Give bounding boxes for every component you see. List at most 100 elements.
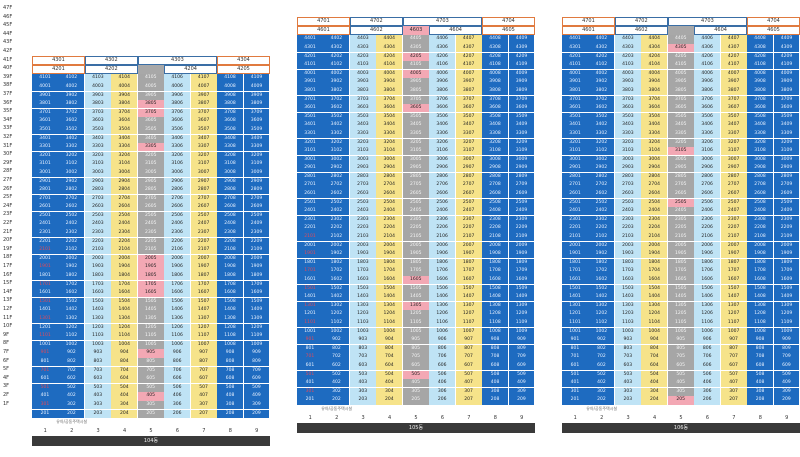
unit-cell[interactable]: 206 [694,396,721,405]
unit-cell[interactable]: 2404 [376,207,403,216]
unit-cell[interactable]: 3104 [641,147,668,156]
unit-cell[interactable]: 4103 [349,61,376,70]
unit-cell[interactable]: 2204 [641,224,668,233]
unit-cell[interactable]: 3603 [84,117,111,126]
unit-cell[interactable]: 3308 [482,129,508,139]
unit-cell[interactable]: 2902 [58,177,85,186]
unit-cell[interactable]: 4001 [32,82,58,92]
unit-cell[interactable]: 2008 [747,241,773,250]
unit-cell[interactable]: 3004 [641,155,668,164]
unit-cell[interactable]: 1904 [641,250,668,259]
unit-cell[interactable]: 1507 [190,297,217,306]
unit-cell[interactable]: 1809 [243,272,270,281]
unit-cell[interactable]: 601 [562,361,588,371]
unit-cell[interactable]: 1101 [32,332,58,341]
unit-cell[interactable]: 3808 [217,100,243,109]
unit-cell[interactable]: 2101 [562,233,588,242]
unit-cell[interactable]: 706 [429,353,456,362]
unit-cell[interactable]: 2707 [455,181,482,190]
unit-cell[interactable]: 3202 [323,138,350,147]
unit-cell[interactable]: 3907 [190,91,217,100]
unit-cell[interactable]: 3504 [641,112,668,121]
unit-cell[interactable]: 3001 [32,168,58,178]
unit-cell[interactable]: 4105 [137,74,164,83]
unit-cell[interactable]: 4107 [720,61,747,70]
unit-cell[interactable]: 2208 [747,224,773,233]
unit-cell[interactable]: 1309 [243,315,270,324]
unit-cell[interactable]: 2705 [667,181,694,190]
unit-cell[interactable]: 2909 [508,164,535,173]
unit-cell[interactable]: 1106 [429,318,456,328]
unit-cell[interactable]: 1203 [84,323,111,332]
unit-cell[interactable]: 4108 [482,61,508,70]
unit-cell[interactable]: 1302 [323,301,350,310]
unit-cell[interactable]: 1309 [508,301,535,310]
unit-cell[interactable]: 2203 [84,237,111,246]
unit-cell[interactable]: 204 [641,396,668,405]
unit-cell[interactable]: 1207 [455,310,482,319]
unit-cell[interactable]: 904 [111,349,138,358]
unit-cell[interactable]: 3706 [164,108,191,117]
unit-cell[interactable]: 2603 [614,190,641,199]
unit-cell[interactable]: 2908 [747,164,773,173]
unit-cell[interactable]: 2701 [562,181,588,190]
unit-cell[interactable]: 3506 [694,112,721,121]
unit-cell[interactable]: 2501 [297,198,323,207]
unit-cell[interactable]: 2908 [217,177,243,186]
unit-cell[interactable]: 608 [482,361,508,371]
unit-cell[interactable]: 1906 [429,250,456,259]
unit-cell[interactable]: 1307 [720,301,747,310]
unit-cell[interactable]: 207 [190,409,217,418]
unit-cell[interactable]: 3402 [588,121,615,130]
unit-cell[interactable]: 809 [773,344,800,353]
unit-cell[interactable]: 3802 [588,86,615,96]
unit-cell[interactable]: 2704 [111,194,138,203]
unit-cell[interactable]: 2306 [429,215,456,225]
unit-cell[interactable]: 407 [455,379,482,388]
unit-cell[interactable]: 3902 [58,91,85,100]
unit-cell[interactable]: 907 [190,349,217,358]
unit-cell[interactable]: 1501 [562,284,588,293]
unit-cell[interactable]: 2904 [376,164,403,173]
unit-cell[interactable]: 2702 [323,181,350,190]
unit-cell[interactable]: 2805 [402,172,429,182]
unit-cell[interactable]: 208 [482,396,508,405]
unit-cell[interactable]: 2307 [455,215,482,225]
unit-cell[interactable]: 2305 [667,215,694,225]
unit-cell[interactable]: 1802 [323,258,350,267]
unit-cell[interactable]: 506 [429,370,456,379]
unit-cell[interactable]: 1806 [429,258,456,267]
unit-cell[interactable]: 3104 [376,147,403,156]
unit-cell[interactable]: 3807 [720,86,747,96]
unit-cell[interactable]: 701 [297,353,323,362]
unit-cell[interactable]: 508 [217,383,243,392]
unit-cell[interactable]: 1404 [111,306,138,315]
unit-cell[interactable]: 2308 [217,229,243,238]
unit-cell[interactable]: 3402 [323,121,350,130]
unit-cell[interactable]: 3407 [190,134,217,143]
unit-cell[interactable]: 1306 [429,301,456,310]
unit-cell[interactable]: 406 [164,392,191,401]
unit-cell[interactable]: 602 [588,361,615,371]
unit-cell[interactable]: 1006 [429,327,456,336]
unit-cell[interactable]: 405 [402,379,429,388]
unit-cell[interactable]: 3303 [349,129,376,139]
unit-cell[interactable]: 2802 [58,186,85,195]
unit-cell[interactable]: 3509 [773,112,800,121]
unit-cell[interactable]: 3101 [297,147,323,156]
unit-cell[interactable]: 606 [694,361,721,371]
unit-cell[interactable]: 2606 [694,190,721,199]
unit-cell[interactable]: 2704 [376,181,403,190]
unit-cell[interactable]: 1509 [508,284,535,293]
unit-cell[interactable]: 3404 [641,121,668,130]
unit-cell[interactable]: 1506 [164,297,191,306]
unit-cell[interactable]: 509 [243,383,270,392]
unit-cell[interactable]: 4208 [747,52,773,61]
unit-cell[interactable]: 302 [588,387,615,396]
unit-cell[interactable]: 3904 [376,78,403,87]
unit-cell[interactable]: 3602 [58,117,85,126]
unit-cell[interactable]: 4207 [720,52,747,61]
unit-cell[interactable]: 1202 [588,310,615,319]
unit-cell[interactable]: 902 [323,336,350,345]
unit-cell[interactable]: 1504 [376,284,403,293]
